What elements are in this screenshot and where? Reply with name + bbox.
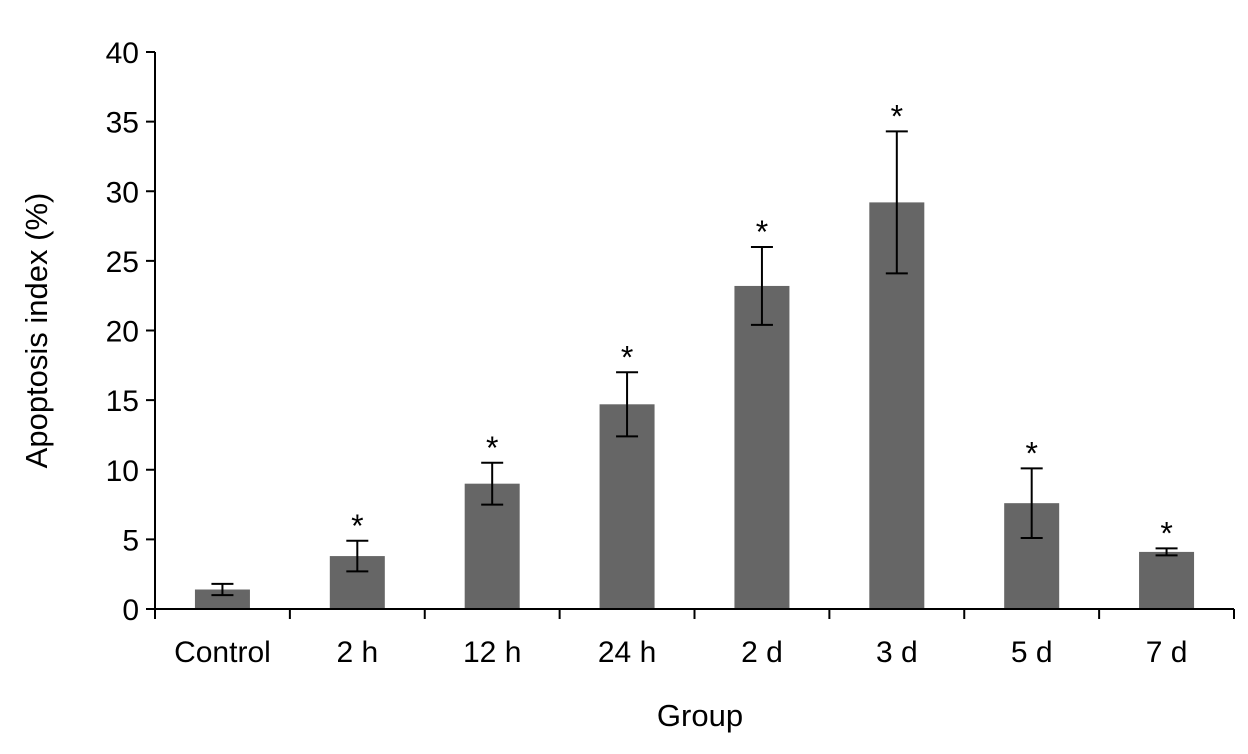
x-axis-title: Group — [657, 698, 743, 733]
x-tick-label: 3 d — [876, 636, 918, 669]
y-tick-label: 20 — [106, 316, 139, 349]
significance-marker: * — [1160, 515, 1172, 551]
significance-marker: * — [891, 98, 903, 134]
y-tick-label: 10 — [106, 455, 139, 488]
y-tick-label: 0 — [122, 594, 139, 627]
error-bars-group — [211, 130, 1178, 597]
y-tick-label: 40 — [106, 37, 139, 70]
x-tick-label: 7 d — [1146, 636, 1188, 669]
x-tick-label: 2 d — [741, 636, 783, 669]
x-tick-label: Control — [174, 636, 271, 669]
y-tick-label: 5 — [122, 524, 139, 557]
y-ticks-group: 0 5 10 15 20 25 30 35 40 — [106, 37, 155, 627]
bars-group — [194, 202, 1195, 609]
x-tick-label: 2 h — [336, 636, 378, 669]
significance-marker: * — [1025, 435, 1037, 471]
bar — [194, 589, 250, 609]
bar — [599, 404, 655, 609]
x-ticks-group: Control 2 h 12 h 24 h 2 d 3 d 5 d 7 d — [154, 609, 1235, 669]
y-tick-label: 25 — [106, 246, 139, 279]
y-tick-label: 30 — [106, 176, 139, 209]
bar — [734, 285, 790, 609]
significance-marker: * — [756, 214, 768, 250]
y-axis-title: Apoptosis index (%) — [19, 193, 54, 469]
axes-group — [154, 52, 1234, 610]
bar — [1139, 551, 1195, 609]
y-tick-label: 15 — [106, 385, 139, 418]
significance-marker: * — [486, 430, 498, 466]
significance-marker: * — [351, 508, 363, 544]
x-tick-label: 5 d — [1011, 636, 1053, 669]
x-tick-label: 12 h — [463, 636, 521, 669]
y-tick-label: 35 — [106, 107, 139, 140]
x-tick-label: 24 h — [598, 636, 656, 669]
significance-group: * * * * * * * — [351, 98, 1173, 551]
significance-marker: * — [621, 339, 633, 375]
